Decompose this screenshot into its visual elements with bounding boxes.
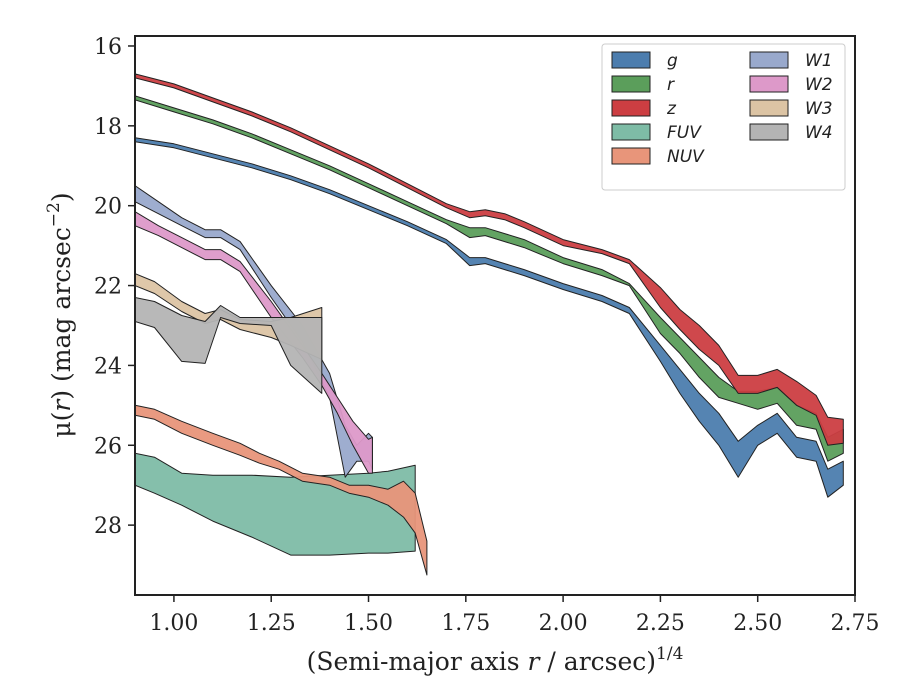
legend-swatch-z <box>611 99 651 117</box>
y-tick-label: 20 <box>94 195 122 220</box>
legend-swatch-r <box>611 75 651 93</box>
band-NUV <box>135 404 428 576</box>
legend: grz FUV NUV W1 W2 W3 W4 <box>601 43 846 191</box>
band-g <box>135 137 844 498</box>
y-tick-label: 26 <box>94 434 122 459</box>
legend-swatch-W1 <box>749 51 789 69</box>
legend-label-z: z <box>666 99 677 119</box>
band-r <box>135 95 844 462</box>
y-tick-label: 16 <box>94 35 122 60</box>
y-tick-label: 22 <box>94 275 122 300</box>
band-W4 <box>135 297 323 394</box>
band-z <box>135 73 844 446</box>
legend-label-W1: W1 <box>805 51 833 71</box>
y-axis-title: μ(r) (mag arcsec−2) <box>44 192 76 437</box>
x-tick-label: 2.00 <box>539 611 588 636</box>
legend-swatch-W2 <box>749 75 789 93</box>
x-tick-label: 2.50 <box>733 611 782 636</box>
band-FUV <box>135 452 416 556</box>
legend-swatch-W4 <box>749 123 789 141</box>
legend-label-r: r <box>667 75 675 95</box>
ticks-layer: 1.00 1.25 1.50 1.75 2.00 2.25 2.50 2.75 16 18 20 22… <box>94 35 879 636</box>
x-tick-label: 1.25 <box>247 611 296 636</box>
legend-label-g: g <box>667 51 678 71</box>
legend-label-W2: W2 <box>805 75 833 95</box>
legend-label-W3: W3 <box>805 99 833 119</box>
y-tick-label: 18 <box>94 115 122 140</box>
y-tick-label: 28 <box>94 514 122 539</box>
legend-swatch-W3 <box>749 99 789 117</box>
x-tick-label: 1.50 <box>344 611 393 636</box>
bands-layer <box>135 73 844 576</box>
y-tick-label: 24 <box>94 354 122 379</box>
legend-swatch-FUV <box>611 123 651 141</box>
x-tick-label: 1.75 <box>441 611 490 636</box>
legend-swatch-NUV <box>611 147 651 165</box>
legend-label-FUV: FUV <box>667 123 702 143</box>
x-tick-label: 2.75 <box>831 611 880 636</box>
x-tick-label: 2.25 <box>636 611 685 636</box>
band-W2 <box>135 211 373 474</box>
legend-swatch-g <box>611 51 651 69</box>
legend-label-NUV: NUV <box>667 147 705 167</box>
x-axis-title: (Semi-major axis r / arcsec)1/4 <box>307 644 684 676</box>
plot-frame <box>134 35 856 596</box>
legend-label-W4: W4 <box>805 123 833 143</box>
x-tick-label: 1.00 <box>149 611 198 636</box>
